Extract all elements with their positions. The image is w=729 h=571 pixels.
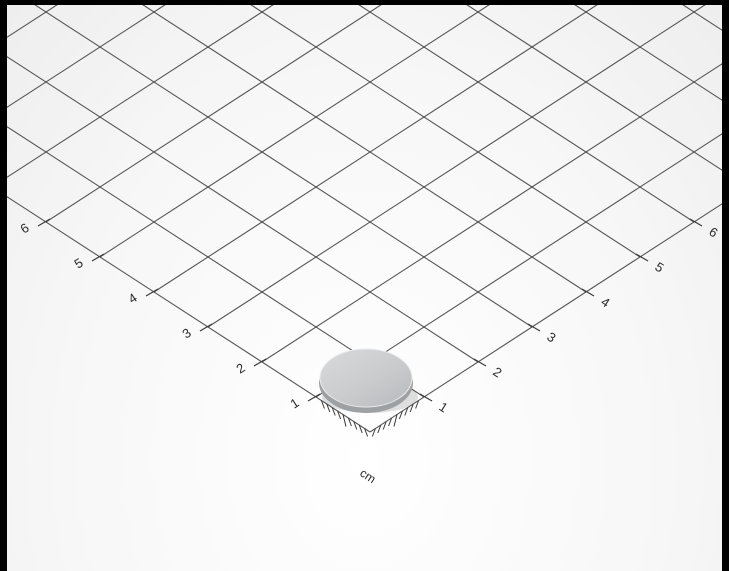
left-axis-label: 1 — [287, 395, 301, 412]
mm-tick — [398, 410, 403, 420]
grid-line — [153, 5, 598, 293]
cm-tick — [37, 218, 51, 227]
right-axis-label: 1 — [436, 399, 450, 416]
mm-tick — [415, 400, 420, 409]
grid-line — [7, 5, 166, 108]
left-axis-label: 4 — [125, 290, 139, 307]
left-axis-label: 6 — [17, 220, 31, 237]
cm-tick — [635, 253, 649, 262]
grid-line — [99, 5, 490, 258]
cm-tick — [527, 323, 541, 332]
mm-tick — [326, 403, 331, 413]
mm-tick — [347, 417, 352, 427]
left-axis-label: 3 — [179, 325, 193, 342]
grid-line — [7, 126, 425, 398]
mm-tick — [388, 417, 393, 427]
right-axis-label: 4 — [598, 294, 612, 311]
unit-label: cm — [357, 466, 378, 486]
grid-line — [466, 5, 722, 171]
cm-tick — [689, 218, 703, 227]
cm-tick — [91, 253, 105, 262]
magnet-rim-highlight — [319, 348, 413, 408]
grid-line — [7, 5, 58, 38]
grid-line — [154, 5, 722, 82]
grid-line — [208, 5, 722, 47]
mm-tick — [337, 410, 342, 420]
right-axis-label: 5 — [652, 259, 666, 276]
grid-line — [7, 5, 478, 12]
grid-line — [142, 5, 587, 293]
cm-tick — [199, 323, 213, 332]
product-photo: 1 2 3 4 5 6 1 2 3 4 5 6 cm — [7, 5, 722, 571]
right-axis-label: 6 — [706, 224, 720, 241]
mm-tick — [377, 424, 382, 434]
mm-tick — [382, 421, 387, 430]
grid-line — [682, 5, 722, 31]
grid-scene: 1 2 3 4 5 6 1 2 3 4 5 6 cm — [7, 5, 722, 486]
right-axis-label: 3 — [544, 329, 558, 346]
mm-tick — [353, 421, 358, 430]
grid-line — [369, 203, 722, 433]
cm-tick — [145, 288, 159, 297]
mm-tick — [320, 400, 325, 409]
mm-tick — [358, 424, 363, 434]
cm-tick — [419, 393, 433, 402]
grid-line — [574, 5, 722, 101]
mm-tick — [409, 403, 414, 413]
mm-tick — [371, 428, 376, 437]
left-axis-label: 5 — [71, 255, 85, 272]
grid-line — [358, 5, 695, 223]
cm-tick — [581, 288, 595, 297]
cm-tick — [253, 358, 267, 367]
cm-tick — [307, 393, 321, 402]
grid-line — [262, 5, 722, 12]
grid-line — [45, 5, 382, 223]
mm-tick — [393, 414, 398, 427]
magnet-face — [320, 349, 412, 407]
grid-line — [250, 5, 641, 258]
grid-line — [34, 5, 533, 328]
mm-tick — [342, 414, 347, 427]
grid-line — [7, 56, 479, 363]
grid-line — [207, 5, 706, 328]
right-axis-label: 2 — [490, 364, 504, 381]
mm-tick — [364, 428, 369, 437]
mm-tick — [331, 407, 336, 416]
left-axis-label: 2 — [233, 360, 247, 377]
grid-line — [7, 196, 371, 433]
cm-tick — [473, 358, 487, 367]
mm-tick — [404, 407, 409, 416]
grid-line — [7, 5, 274, 178]
grid-line — [7, 5, 532, 47]
grid-line — [261, 63, 722, 363]
